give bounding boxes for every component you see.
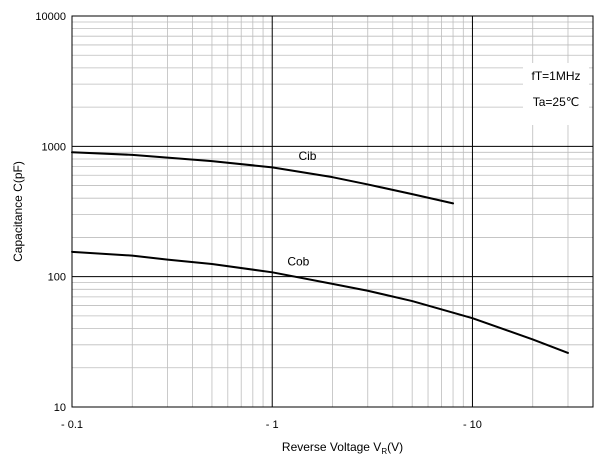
x-tick-label: - 0.1	[61, 419, 83, 431]
x-tick-label: - 1	[266, 419, 279, 431]
y-tick-label: 10	[54, 402, 66, 414]
x-axis-label-subscript: R	[381, 447, 387, 456]
legend-temperature: Ta=25℃	[533, 95, 580, 109]
y-axis-label: Capacitance C(pF)	[11, 161, 25, 262]
y-tick-label: 100	[48, 272, 66, 284]
legend-background	[523, 63, 589, 125]
series-line-cob	[71, 250, 569, 354]
series-label-cib: Cib	[298, 149, 316, 163]
y-tick-label: 1000	[42, 141, 66, 153]
series-label-cob: Cob	[287, 254, 309, 268]
x-axis-label: Reverse Voltage VR(V)	[282, 440, 403, 456]
x-axis-label-main: Reverse Voltage V	[282, 440, 381, 454]
series-line-cib	[71, 151, 455, 205]
legend-box: fT=1MHz Ta=25℃	[523, 63, 589, 125]
series-layer: Cib Cob	[71, 149, 569, 354]
grid-minor	[72, 16, 594, 407]
x-tick-label: - 10	[463, 419, 482, 431]
y-tick-label: 10000	[35, 11, 66, 23]
plot-frame	[71, 15, 594, 408]
legend-frequency: fT=1MHz	[531, 69, 580, 83]
tick-labels: 10 100 1000 10000 - 0.1 - 1 - 10	[35, 11, 482, 431]
x-axis-label-unit: (V)	[387, 440, 403, 454]
